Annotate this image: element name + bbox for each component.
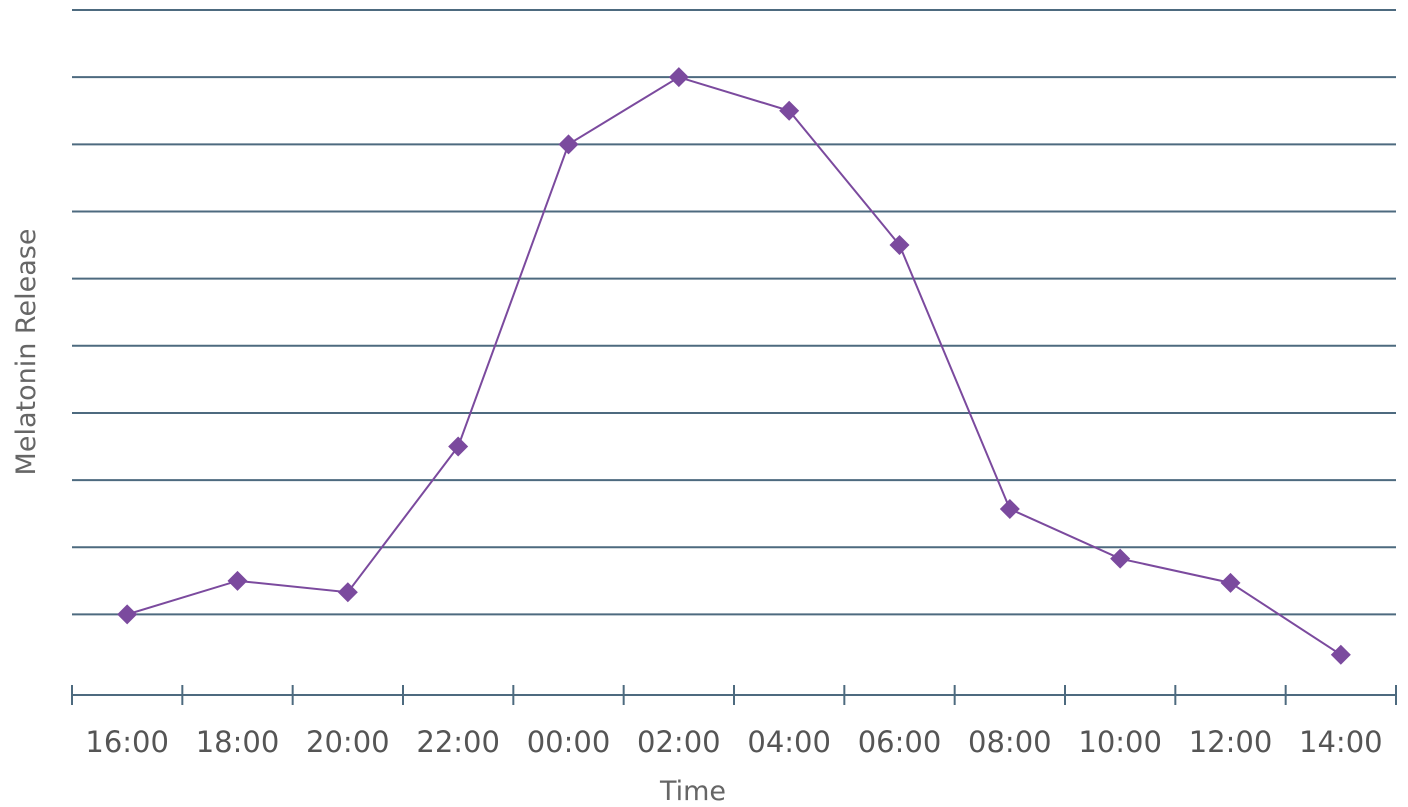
data-point-marker xyxy=(227,570,248,591)
x-tick-label: 16:00 xyxy=(85,725,169,759)
x-tick-label: 06:00 xyxy=(858,725,942,759)
data-point-marker xyxy=(779,100,800,121)
data-point-marker xyxy=(668,67,689,88)
data-point-marker xyxy=(1330,644,1351,665)
x-tick-label: 12:00 xyxy=(1189,725,1273,759)
data-point-marker xyxy=(558,134,579,155)
gridlines xyxy=(72,9,1396,616)
x-tick-label: 22:00 xyxy=(416,725,500,759)
data-point-marker xyxy=(889,235,910,256)
x-tick-label: 20:00 xyxy=(306,725,390,759)
data-point-marker xyxy=(1220,572,1241,593)
x-tick-label: 04:00 xyxy=(747,725,831,759)
data-point-marker xyxy=(448,436,469,457)
x-tick-label: 10:00 xyxy=(1078,725,1162,759)
data-point-marker xyxy=(1110,548,1131,569)
data-markers xyxy=(117,67,1351,665)
series-line xyxy=(126,76,1342,656)
y-axis-title: Melatonin Release xyxy=(11,229,42,476)
x-tick-label: 14:00 xyxy=(1299,725,1383,759)
data-point-marker xyxy=(337,582,358,603)
x-tick-label: 18:00 xyxy=(196,725,280,759)
x-tick-label: 08:00 xyxy=(968,725,1052,759)
data-point-marker xyxy=(117,604,138,625)
x-tick-label: 00:00 xyxy=(527,725,611,759)
x-axis-title: Time xyxy=(659,776,726,807)
data-point-marker xyxy=(999,498,1020,519)
x-axis-ticks xyxy=(71,685,1397,705)
x-tick-label: 02:00 xyxy=(637,725,721,759)
x-tick-labels: 16:00 18:00 20:00 22:00 00:00 02:00 04:00 06:00… xyxy=(85,725,1382,759)
